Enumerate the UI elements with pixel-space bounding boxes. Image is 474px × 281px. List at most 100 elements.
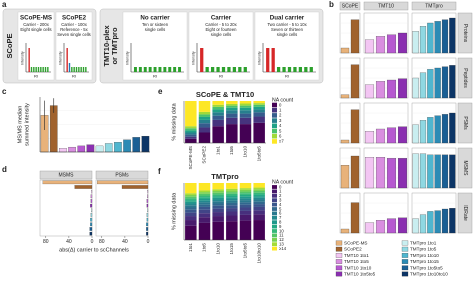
bar-segment	[239, 105, 252, 108]
legend-label: TMT10 1to5	[344, 259, 369, 264]
bar-segment	[226, 188, 238, 191]
strip	[339, 1, 361, 11]
bar-segment	[226, 110, 238, 114]
bar-segment	[185, 212, 197, 217]
bar-segment	[226, 215, 238, 222]
legend-swatch	[272, 185, 277, 189]
x-tick-label: 80	[43, 239, 49, 245]
bar-segment	[226, 208, 238, 212]
legend-swatch	[272, 229, 277, 233]
bar	[90, 213, 93, 217]
bar	[146, 203, 149, 208]
mini-y-label: Intensity	[257, 51, 261, 65]
x-tick-label: 1to5	[229, 146, 234, 155]
bar-segment	[253, 103, 265, 105]
mini-bar	[47, 67, 49, 72]
bar	[86, 144, 95, 153]
bar-segment	[212, 119, 224, 127]
x-tick-label: 1to1	[188, 243, 193, 252]
bar-segment	[253, 106, 265, 110]
legend-label: 4	[279, 202, 282, 207]
x-tick-label: 1to5to5	[256, 146, 261, 162]
bar	[449, 65, 456, 99]
legend-title: NA count	[272, 97, 294, 103]
scheme-line: single cells	[211, 32, 231, 37]
x-tick-label: 1to1	[215, 146, 220, 155]
x-tick-label: 1to10	[215, 243, 220, 255]
bar	[90, 222, 93, 227]
bar-segment	[198, 200, 211, 203]
bar	[434, 67, 441, 99]
y-axis-label: MS/MS median	[17, 106, 23, 144]
mini-bar	[33, 67, 35, 72]
bar-segment	[198, 114, 211, 117]
bar-segment	[226, 202, 238, 206]
bar-segment	[253, 101, 265, 104]
legend-swatch	[272, 237, 277, 242]
panel-label: f	[158, 167, 161, 176]
legend-label: SCoPE-MS	[344, 241, 368, 246]
bar	[350, 109, 360, 144]
y-axis-label: % missing data	[171, 102, 177, 140]
bar-segment	[198, 123, 211, 128]
bar	[427, 22, 434, 54]
panel-label: d	[2, 165, 7, 174]
scheme-line: single cells	[145, 27, 165, 32]
bar	[146, 222, 149, 227]
bar	[141, 135, 150, 153]
facet-strip-label: PSMs	[115, 173, 129, 179]
scheme-line: Reference - 5x	[60, 27, 88, 32]
bar-segment	[253, 210, 265, 215]
bar	[449, 17, 456, 54]
mini-bar	[85, 67, 87, 72]
bar	[412, 218, 419, 234]
bar-segment	[239, 193, 252, 195]
bar	[386, 158, 397, 189]
bar-segment	[239, 107, 252, 111]
bar-segment	[212, 197, 224, 200]
bar-segment	[198, 193, 211, 196]
legend-label: 1	[279, 108, 282, 113]
row-strip-label: Proteins	[462, 24, 468, 43]
bar-segment	[226, 103, 238, 106]
bar	[412, 31, 419, 54]
legend-label: TMTpro 1to5	[410, 247, 437, 252]
scheme-line: Carrier - 200x	[23, 22, 50, 27]
bar-segment	[253, 197, 265, 200]
mini-bar	[243, 67, 247, 72]
legend-swatch	[335, 265, 343, 271]
row-strip-label: IDRate	[462, 205, 468, 221]
legend-swatch	[335, 253, 343, 258]
bar	[147, 194, 149, 199]
mini-bar	[68, 63, 71, 72]
legend-label: 2	[279, 193, 282, 198]
bar-segment	[239, 220, 252, 240]
bar	[350, 64, 360, 99]
chart-title: SCoPE & TMT10	[196, 90, 254, 99]
bar-segment	[253, 201, 265, 205]
legend-label: SCoPE2	[344, 247, 362, 252]
bar	[350, 202, 360, 234]
group-label: or TMTpro	[110, 27, 119, 64]
x-axis-label: abs(Δ) carrier to scChannels	[59, 247, 129, 253]
bar-segment	[253, 112, 265, 117]
strip	[457, 12, 473, 54]
panel-label: a	[2, 0, 7, 9]
scheme-title: Dual carrier	[270, 15, 305, 22]
bar	[375, 220, 386, 234]
bar	[427, 154, 434, 189]
bar-segment	[185, 203, 197, 206]
bar-segment	[239, 103, 252, 106]
bar-segment	[239, 183, 252, 189]
legend-label: 12	[279, 237, 284, 242]
legend-label: 5	[279, 206, 282, 211]
legend-swatch	[401, 253, 409, 258]
scheme-title: Carrier	[211, 15, 232, 22]
bar-segment	[253, 194, 265, 197]
bar-segment	[212, 101, 224, 105]
bar-segment	[226, 117, 238, 125]
mini-bar	[37, 67, 40, 72]
x-tick-label: 1to5to5	[243, 243, 248, 259]
mini-y-label: Intensity	[125, 51, 129, 65]
bar	[364, 222, 375, 234]
